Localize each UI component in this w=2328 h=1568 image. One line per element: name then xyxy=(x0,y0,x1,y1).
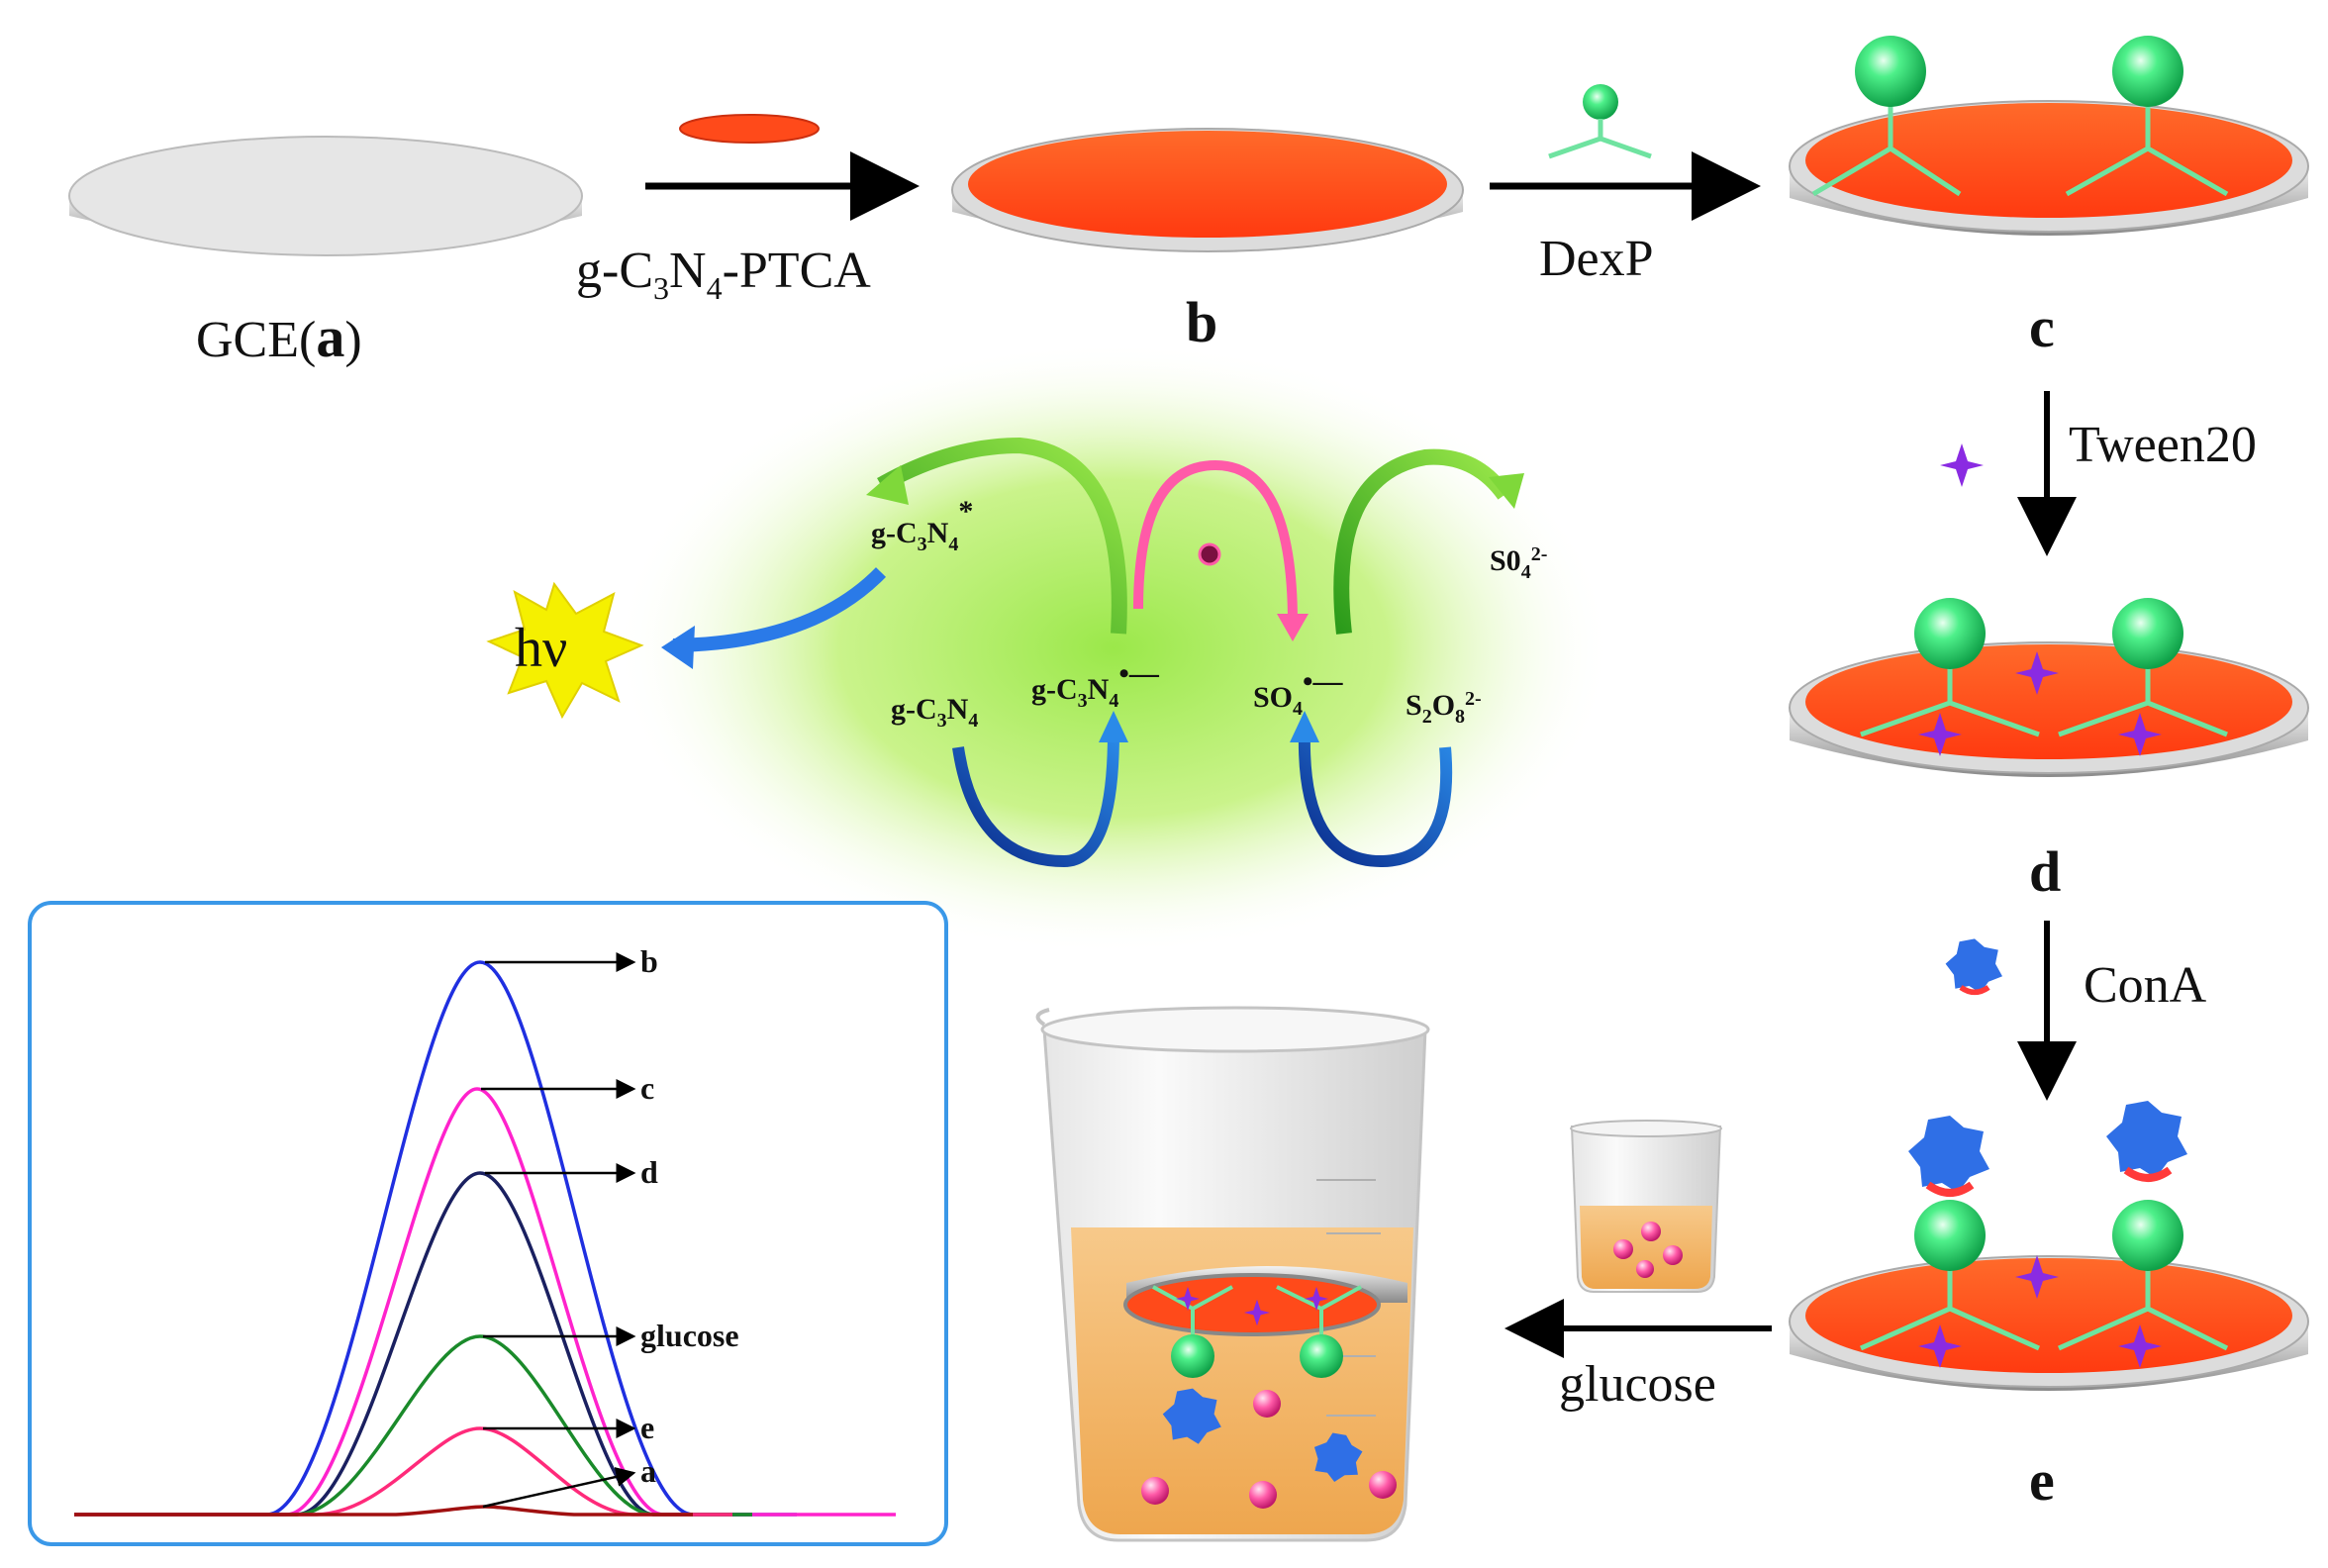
curve-label-d: d xyxy=(640,1154,658,1190)
electrode-b xyxy=(951,128,1464,252)
cona-icon xyxy=(1945,938,2002,996)
electron-icon xyxy=(1198,542,1221,566)
step-label-d: d xyxy=(2029,839,2061,904)
label-gcn: g-C3N4 xyxy=(891,693,978,732)
curve-label-e: e xyxy=(640,1410,654,1445)
curve-label-glucose: glucose xyxy=(640,1318,739,1353)
label-so4-product: S042- xyxy=(1490,543,1547,583)
arc-so4-product xyxy=(1333,448,1511,635)
step-label-a: GCE(a) xyxy=(196,305,362,369)
ecl-mechanism-glow xyxy=(614,342,1613,955)
reagent-gcn-ptca: g-C3N4-PTCA xyxy=(576,243,871,306)
electrode-c xyxy=(1789,36,2309,236)
ecl-curves xyxy=(74,960,896,1517)
arc-gcn-excite-head xyxy=(866,465,909,505)
label-so4-radical: SO4•— xyxy=(1253,665,1344,720)
curve-label-b: b xyxy=(640,943,658,979)
reagent-cona: ConA xyxy=(2084,957,2207,1014)
arc-electron-transfer-head xyxy=(1277,614,1309,641)
curve-label-c: c xyxy=(640,1070,654,1106)
curve-c xyxy=(74,1087,896,1517)
label-s2o8: S2O82- xyxy=(1406,688,1482,728)
arrow-to-light xyxy=(672,567,887,652)
arc-gcn-reduce-head xyxy=(1099,711,1128,742)
step-label-c: c xyxy=(2029,295,2055,359)
dexp-icon xyxy=(1548,84,1652,159)
curve-b xyxy=(74,960,797,1517)
electrode-gce xyxy=(68,136,583,256)
arc-s2o8-reduce-head xyxy=(1290,711,1319,742)
large-beaker xyxy=(1035,1006,1430,1542)
step-label-e: e xyxy=(2029,1448,2055,1513)
arc-gcn-excite xyxy=(877,437,1127,635)
arc-gcn-reduce xyxy=(952,732,1119,868)
ecl-curves-panel: b c d glucose e a xyxy=(28,901,948,1546)
gcn-ptca-disc-icon xyxy=(679,114,820,144)
label-gcn-excited: g-C3N4* xyxy=(871,495,973,555)
reagent-glucose: glucose xyxy=(1559,1356,1716,1413)
arrow-to-light-head xyxy=(661,626,695,669)
arc-s2o8-reduce xyxy=(1298,732,1453,868)
electrode-e xyxy=(1789,1101,2309,1391)
electrode-d xyxy=(1789,598,2309,777)
tween20-icon xyxy=(1940,443,1984,487)
curve-label-a: a xyxy=(640,1453,656,1489)
curve-pointers xyxy=(481,952,636,1509)
curve-d xyxy=(74,1171,752,1517)
arc-so4-product-head xyxy=(1489,473,1524,509)
svg-text:hν: hν xyxy=(515,618,567,679)
reagent-dexp: DexP xyxy=(1539,231,1654,287)
curve-e xyxy=(74,1426,732,1517)
small-beaker xyxy=(1570,1120,1722,1293)
arc-electron-transfer xyxy=(1133,459,1298,625)
label-gcn-radical: g-C3N4•— xyxy=(1031,657,1160,712)
reagent-tween20: Tween20 xyxy=(2069,417,2257,473)
light-emission-star-icon: hν xyxy=(486,581,644,720)
step-label-b: b xyxy=(1186,290,1217,354)
